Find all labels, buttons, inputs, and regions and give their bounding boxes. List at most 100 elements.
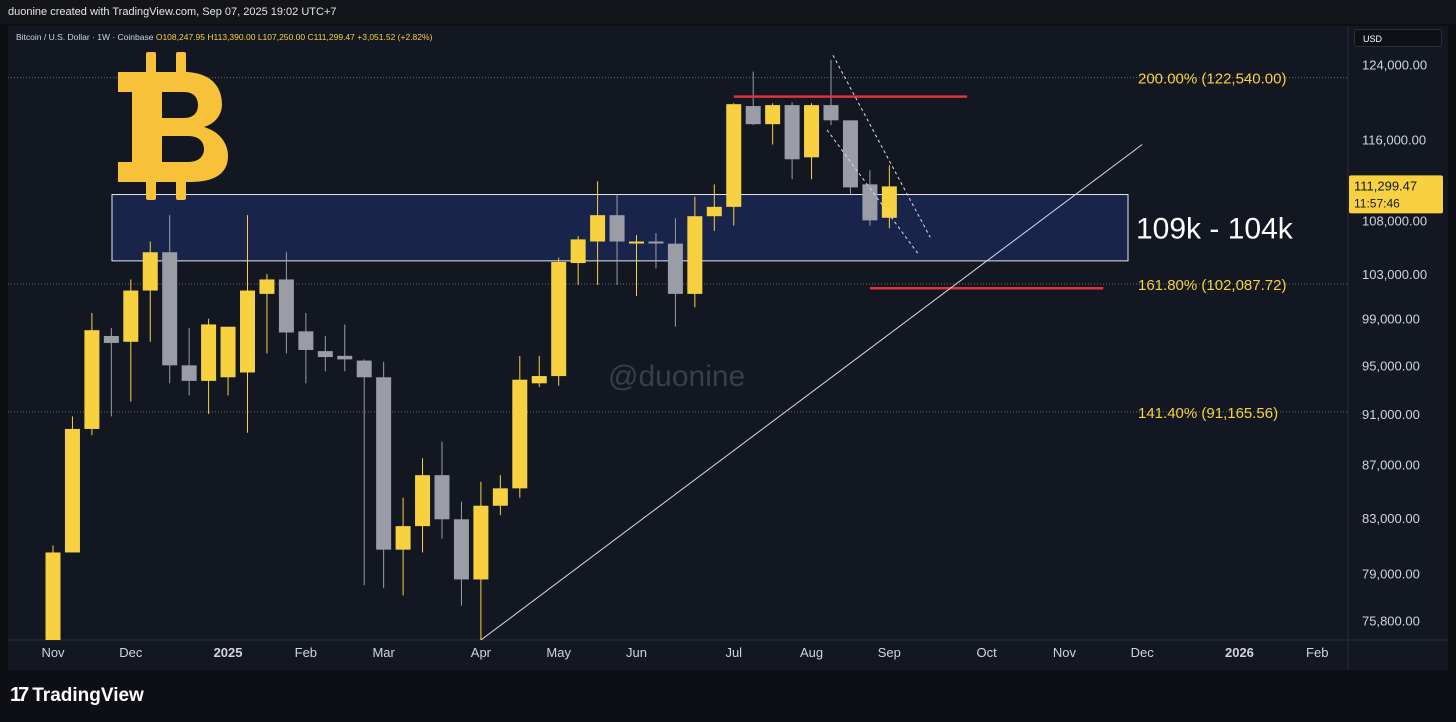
y-tick-label: 79,000.00 (1362, 567, 1420, 582)
candle-1[interactable] (64, 416, 80, 553)
candle-body-12 (278, 279, 294, 333)
candle-32[interactable] (667, 218, 683, 327)
candle-14[interactable] (317, 335, 333, 372)
candle-33[interactable] (687, 196, 703, 308)
candle-body-3 (103, 335, 119, 343)
last-price-tag[interactable]: 111,299.47 11:57:46 (1349, 175, 1443, 214)
candle-12[interactable] (278, 252, 294, 354)
x-tick-label: Aug (800, 645, 823, 660)
candle-body-38 (784, 105, 800, 160)
candle-27[interactable] (570, 236, 586, 285)
y-tick-label: 103,000.00 (1362, 267, 1427, 282)
candle-body-37 (765, 105, 781, 125)
x-tick-label: Nov (41, 645, 65, 660)
candle-41[interactable] (842, 120, 858, 195)
candle-29[interactable] (609, 194, 625, 285)
candle-40[interactable] (823, 59, 839, 126)
price-zone-label: 109k - 104k (1136, 213, 1294, 246)
candle-26[interactable] (551, 257, 567, 386)
candle-body-36 (745, 106, 761, 125)
candle-17[interactable] (376, 361, 392, 589)
candle-37[interactable] (765, 103, 781, 145)
candle-19[interactable] (415, 458, 431, 553)
candle-body-7 (181, 365, 197, 381)
candle-3[interactable] (103, 327, 119, 417)
legend-low: L107,250.00 (257, 32, 306, 42)
candle-body-27 (570, 239, 586, 264)
candle-11[interactable] (259, 273, 275, 354)
candle-8[interactable] (201, 318, 217, 414)
candle-body-43 (881, 186, 897, 218)
x-tick-label: Feb (295, 645, 317, 660)
candle-43[interactable] (881, 165, 897, 229)
candle-body-32 (667, 243, 683, 294)
candle-body-15 (337, 355, 353, 360)
candle-35[interactable] (726, 103, 742, 226)
candle-13[interactable] (298, 313, 314, 384)
candle-body-9 (220, 326, 236, 378)
candle-42[interactable] (862, 170, 878, 226)
candle-body-18 (395, 526, 411, 550)
y-tick-label: 75,800.00 (1362, 613, 1420, 628)
tradingview-logo: 17 TradingView (10, 684, 144, 707)
candle-24[interactable] (512, 355, 528, 498)
candle-body-35 (726, 104, 742, 207)
tradingview-logo-text: TradingView (32, 684, 144, 706)
legend-change: +3,051.52 (+2.82%) (357, 32, 433, 42)
candle-body-16 (356, 360, 372, 378)
candle-body-11 (259, 279, 275, 294)
candle-6[interactable] (162, 215, 178, 384)
candle-15[interactable] (337, 324, 353, 372)
bitcoin-logo-b (118, 72, 228, 182)
trendline[interactable] (480, 144, 1143, 640)
candle-5[interactable] (142, 241, 158, 342)
x-tick-label: Dec (119, 645, 143, 660)
channel-upper-line[interactable] (832, 54, 931, 238)
candle-39[interactable] (804, 103, 820, 180)
y-tick-label: 95,000.00 (1362, 358, 1420, 373)
candle-16[interactable] (356, 359, 372, 586)
footer-bar (0, 672, 1456, 722)
candle-body-2 (84, 330, 100, 429)
candle-body-20 (434, 475, 450, 520)
candle-body-1 (64, 428, 80, 553)
candle-body-28 (590, 215, 606, 242)
x-tick-label: Jun (626, 645, 647, 660)
candle-10[interactable] (240, 215, 255, 433)
candle-body-30 (629, 241, 644, 244)
x-tick-label: Nov (1053, 645, 1077, 660)
x-tick-label: 2025 (214, 645, 243, 660)
candle-body-23 (492, 488, 508, 506)
price-axis[interactable] (1348, 26, 1448, 670)
candle-body-19 (415, 475, 431, 527)
candle-34[interactable] (706, 184, 722, 231)
candle-22[interactable] (473, 481, 489, 640)
x-tick-label: Oct (976, 645, 997, 660)
candle-18[interactable] (395, 497, 411, 596)
candle-body-6 (162, 252, 178, 366)
candle-30[interactable] (629, 235, 644, 297)
candle-body-26 (551, 261, 567, 377)
candle-25[interactable] (531, 355, 547, 387)
candle-36[interactable] (745, 71, 761, 126)
candle-31[interactable] (648, 233, 664, 269)
x-tick-label: Dec (1131, 645, 1155, 660)
fib-label-1: 161.80% (102,087.72) (1138, 277, 1286, 294)
candle-20[interactable] (434, 441, 450, 539)
candle-4[interactable] (123, 279, 139, 402)
channel-lower-line[interactable] (826, 129, 919, 255)
symbol-name: Bitcoin / U.S. Dollar · 1W · Coinbase (16, 32, 154, 42)
currency-button[interactable]: USD (1354, 29, 1442, 47)
candle-7[interactable] (181, 327, 197, 396)
candle-2[interactable] (84, 313, 100, 436)
candle-body-31 (648, 241, 664, 244)
candle-body-13 (298, 331, 314, 350)
candle-9[interactable] (220, 326, 236, 396)
candle-38[interactable] (784, 102, 800, 180)
candle-23[interactable] (492, 475, 508, 516)
candle-21[interactable] (453, 501, 469, 606)
candle-0[interactable] (45, 545, 61, 640)
candle-body-41 (842, 120, 858, 188)
candle-28[interactable] (590, 181, 606, 285)
